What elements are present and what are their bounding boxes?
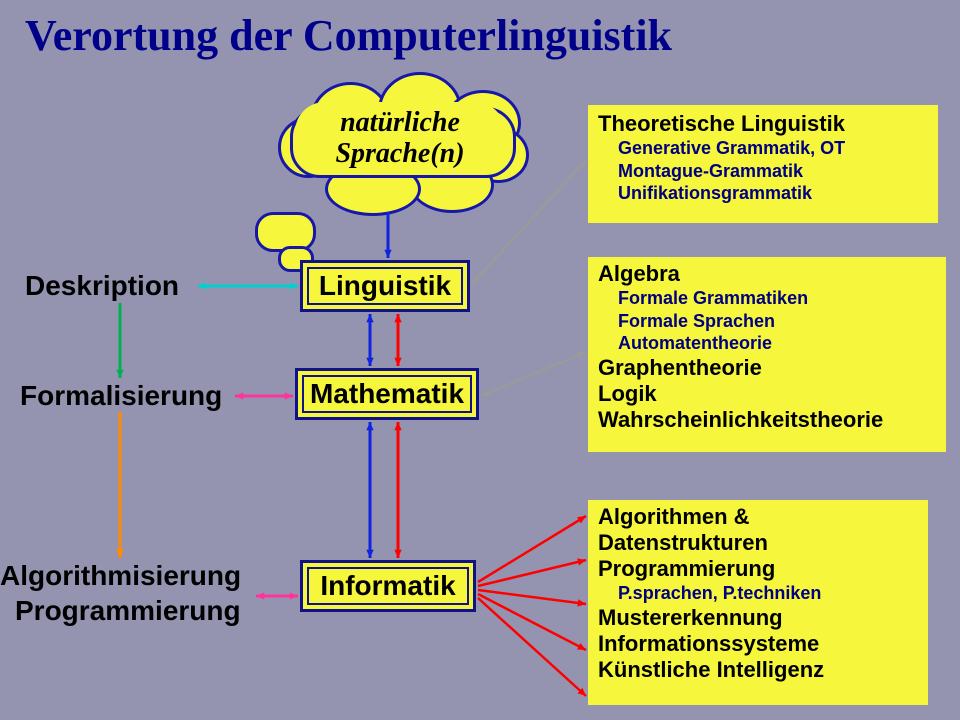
label-deskription: Deskription <box>25 270 179 302</box>
label-programmierung: Programmierung <box>15 595 241 627</box>
box-mathematik: Mathematik <box>295 368 479 420</box>
cloud-label: natürlicheSprache(n) <box>270 108 530 170</box>
label-algorithmisierung: Algorithmisierung <box>0 560 241 592</box>
panel-mathematik: Algebra Formale Grammatiken Formale Spra… <box>588 257 946 452</box>
box-linguistik: Linguistik <box>300 260 470 312</box>
box-informatik: Informatik <box>300 560 476 612</box>
panel-informatik: Algorithmen & Datenstrukturen Programmie… <box>588 500 928 705</box>
cloud-natural-language: natürlicheSprache(n) <box>230 72 550 242</box>
label-formalisierung: Formalisierung <box>20 380 222 412</box>
page-title: Verortung der Computerlinguistik <box>25 10 672 61</box>
panel-linguistik: Theoretische Linguistik Generative Gramm… <box>588 105 938 223</box>
